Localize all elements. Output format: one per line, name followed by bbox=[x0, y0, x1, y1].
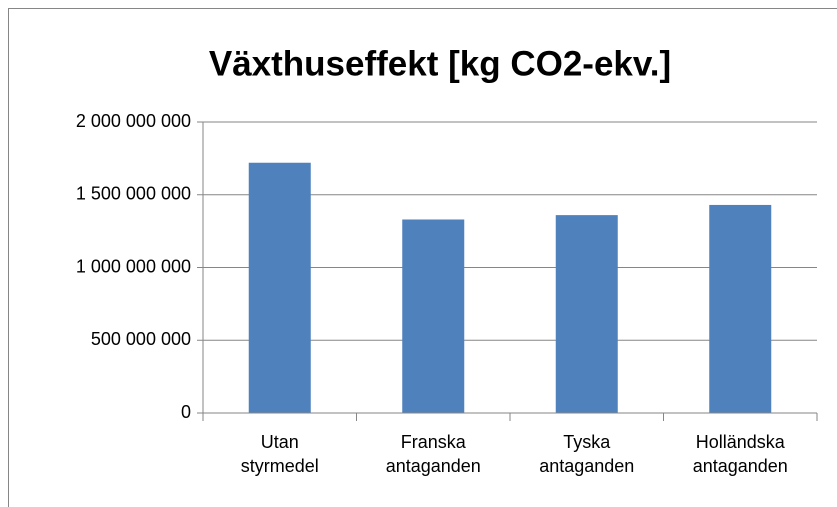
y-tick-label: 1 500 000 000 bbox=[76, 184, 191, 204]
bar bbox=[709, 204, 772, 413]
y-tick-label: 1 000 000 000 bbox=[76, 256, 191, 276]
chart-title: Växthuseffekt [kg CO2-ekv.] bbox=[209, 44, 671, 83]
bar bbox=[555, 215, 618, 413]
x-tick-label: Holländska antaganden bbox=[693, 432, 788, 476]
y-tick-label: 0 bbox=[181, 402, 191, 422]
y-tick-label: 500 000 000 bbox=[91, 329, 191, 349]
x-tick-label: Franska antaganden bbox=[386, 432, 481, 476]
bar bbox=[248, 162, 311, 413]
x-tick-label: Utan styrmedel bbox=[241, 432, 319, 476]
y-tick-label: 2 000 000 000 bbox=[76, 111, 191, 131]
x-tick-label: Tyska antaganden bbox=[539, 432, 634, 476]
bar bbox=[402, 219, 465, 413]
